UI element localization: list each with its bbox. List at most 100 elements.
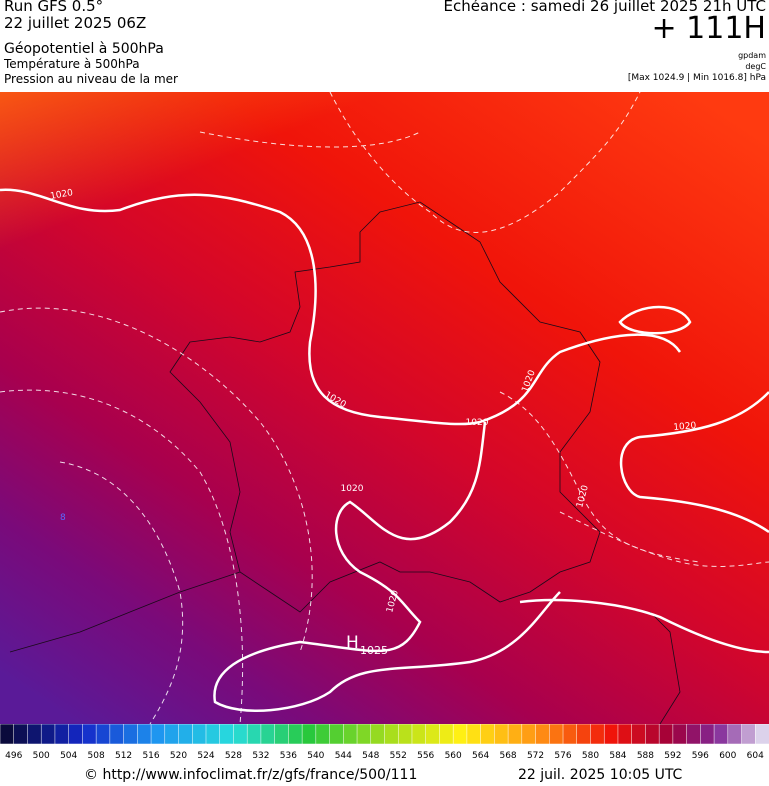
colorbar-swatch	[109, 724, 125, 745]
colorbar-swatch	[260, 724, 276, 745]
colorbar-swatch	[343, 724, 358, 745]
colorbar: 496 500 504 508 512 516 520 524 528 532 536 540 544 5…	[0, 724, 769, 761]
colorbar-label: 600	[719, 751, 736, 761]
colorbar-label: 584	[609, 751, 626, 761]
colorbar-label: 512	[115, 751, 132, 761]
colorbar-label: 564	[472, 751, 489, 761]
valid-time: Echéance : samedi 26 juillet 2025 21h UT…	[443, 0, 766, 15]
colorbar-swatch	[535, 724, 551, 745]
colorbar-label: 552	[390, 751, 407, 761]
colorbar-swatch	[494, 724, 509, 745]
colorbar-swatch	[274, 724, 290, 745]
colorbar-swatch	[562, 724, 578, 745]
lead-time: + 111H	[651, 11, 767, 46]
colorbar-swatch	[576, 724, 592, 745]
colorbar-swatch	[700, 724, 715, 745]
colorbar-swatch	[713, 724, 729, 745]
colorbar-label: 496	[5, 751, 22, 761]
colorbar-swatch	[123, 724, 139, 745]
colorbar-swatch	[425, 724, 441, 745]
isobar-label: 1020	[50, 188, 75, 202]
colorbar-swatch	[384, 724, 399, 745]
unit: degC	[745, 62, 766, 71]
colorbar-label: 548	[362, 751, 379, 761]
colorbar-swatch	[741, 724, 757, 745]
coastline	[9, 201, 681, 724]
colorbar-label: 576	[554, 751, 571, 761]
colorbar-label: 592	[664, 751, 681, 761]
colorbar-swatch	[590, 724, 605, 745]
contour	[0, 92, 769, 724]
colorbar-swatch	[0, 724, 15, 745]
colorbar-label: 508	[88, 751, 105, 761]
high-value: 1025	[360, 644, 388, 657]
colorbar-swatch	[233, 724, 248, 745]
source: © http://www.infoclimat.fr/z/gfs/france/…	[84, 767, 418, 783]
colorbar-swatch	[439, 724, 454, 745]
colorbar-swatch	[40, 724, 56, 745]
colorbar-label: 504	[60, 751, 77, 761]
colorbar-label: 556	[417, 751, 434, 761]
run-date: 22 juillet 2025 06Z	[4, 14, 147, 32]
generated: 22 juil. 2025 10:05 UTC	[518, 767, 683, 783]
colorbar-label: 568	[499, 751, 516, 761]
isobar	[0, 188, 769, 712]
colorbar-swatch	[219, 724, 235, 745]
colorbar-swatch	[411, 724, 427, 745]
colorbar-swatch	[466, 724, 482, 745]
colorbar-swatch	[755, 724, 769, 745]
colorbar-swatch	[315, 724, 331, 745]
colorbar-swatch	[329, 724, 345, 745]
field: Géopotentiel à 500hPa	[4, 41, 164, 57]
colorbar-label: 516	[142, 751, 159, 761]
colorbar-swatch	[356, 724, 372, 745]
colorbar-swatch	[603, 724, 619, 745]
pressure-range: [Max 1024.9 | Min 1016.8] hPa	[627, 73, 766, 83]
colorbar-swatch	[137, 724, 152, 745]
colorbar-swatch	[631, 724, 647, 745]
colorbar-swatch	[727, 724, 743, 745]
colorbar-swatch	[150, 724, 166, 745]
colorbar-label: 524	[197, 751, 214, 761]
colorbar-swatch	[370, 724, 386, 745]
colorbar-swatch	[452, 724, 468, 745]
colorbar-swatch	[54, 724, 70, 745]
colorbar-swatch	[82, 724, 97, 745]
colorbar-label: 604	[747, 751, 764, 761]
colorbar-label: 596	[692, 751, 709, 761]
colorbar-swatch	[480, 724, 496, 745]
colorbar-swatch	[645, 724, 660, 745]
colorbar-label: 560	[445, 751, 462, 761]
colorbar-swatch	[617, 724, 633, 745]
colorbar-swatch	[301, 724, 317, 745]
colorbar-label: 532	[252, 751, 269, 761]
colorbar-label: 544	[335, 751, 352, 761]
colorbar-swatch	[68, 724, 84, 745]
colorbar-label: 500	[33, 751, 50, 761]
colorbar-swatch	[288, 724, 303, 745]
colorbar-swatch	[246, 724, 262, 745]
colorbar-swatch	[164, 724, 180, 745]
run: Run GFS 0.5°	[4, 0, 104, 15]
field: Pression au niveau de la mer	[4, 72, 178, 86]
colorbar-label: 540	[307, 751, 324, 761]
colorbar-swatch	[95, 724, 111, 745]
colorbar-swatch	[397, 724, 413, 745]
colorbar-label: 528	[225, 751, 242, 761]
high-center: H	[346, 633, 359, 653]
colorbar-swatch	[549, 724, 564, 745]
colorbar-swatch	[13, 724, 29, 745]
temperature-field	[0, 92, 769, 724]
colorbar-swatch	[178, 724, 193, 745]
isobar-label: 1020	[466, 418, 489, 428]
colorbar-label: 520	[170, 751, 187, 761]
colorbar-label: 580	[582, 751, 599, 761]
colorbar-swatch	[205, 724, 221, 745]
colorbar-swatch	[672, 724, 688, 745]
colorbar-swatch	[27, 724, 42, 745]
contour-label: 8	[60, 513, 66, 523]
colorbar-swatch	[686, 724, 702, 745]
colorbar-swatch	[192, 724, 207, 745]
